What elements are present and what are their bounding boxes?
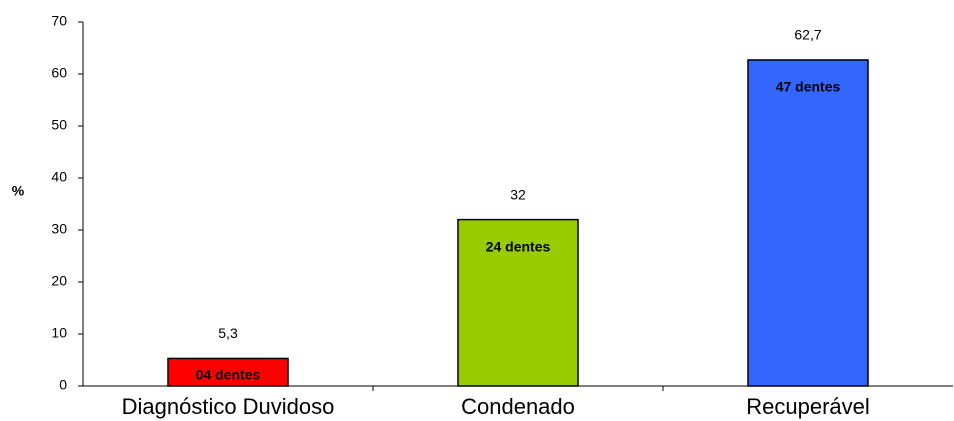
bar bbox=[747, 59, 869, 387]
bar bbox=[457, 218, 579, 387]
x-tick-label: Recuperável bbox=[746, 394, 870, 419]
value-label: 62,7 bbox=[794, 27, 821, 43]
bar-label: 24 dentes bbox=[486, 238, 551, 254]
y-tick-label: 20 bbox=[51, 273, 67, 289]
value-label: 32 bbox=[510, 186, 526, 202]
y-tick-label: 60 bbox=[51, 65, 67, 81]
bar-label: 47 dentes bbox=[776, 79, 841, 95]
y-tick-label: 70 bbox=[51, 13, 67, 29]
y-axis-label: % bbox=[12, 183, 25, 199]
x-tick-label: Condenado bbox=[461, 394, 575, 419]
bar-label: 04 dentes bbox=[196, 367, 261, 383]
y-tick-label: 0 bbox=[59, 377, 67, 393]
y-tick-label: 10 bbox=[51, 325, 67, 341]
x-tick-label: Diagnóstico Duvidoso bbox=[122, 394, 335, 419]
value-label: 5,3 bbox=[218, 325, 238, 341]
y-tick-label: 30 bbox=[51, 221, 67, 237]
bar bbox=[167, 357, 289, 387]
y-tick-label: 50 bbox=[51, 117, 67, 133]
y-tick-label: 40 bbox=[51, 169, 67, 185]
